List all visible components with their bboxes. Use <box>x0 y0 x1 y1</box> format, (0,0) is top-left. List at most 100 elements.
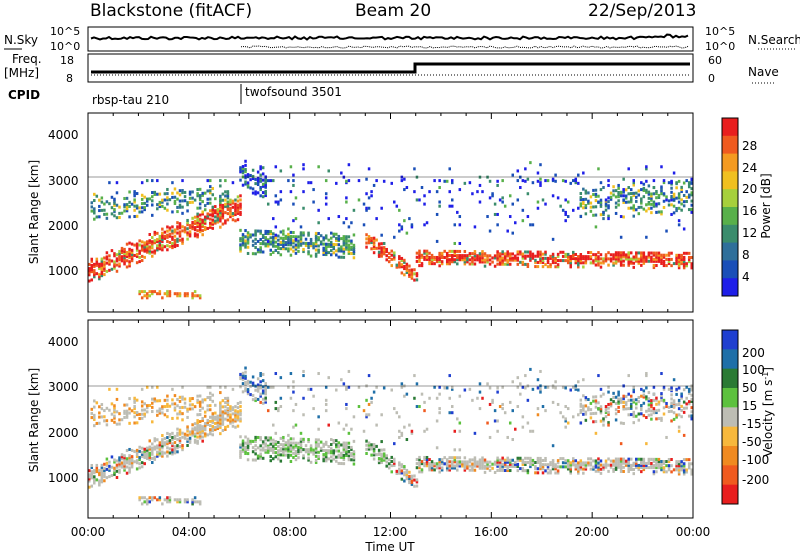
power-cell <box>229 202 232 206</box>
power-cell <box>377 246 381 250</box>
velocity-cell <box>246 445 250 449</box>
velocity-cell <box>609 398 613 402</box>
vel-cbar-swatch <box>722 330 738 350</box>
power-cell <box>269 232 272 236</box>
power-cell <box>645 179 648 183</box>
velocity-cell <box>209 424 212 428</box>
velocity-cell <box>624 459 628 463</box>
velocity-cell <box>181 397 184 401</box>
velocity-cell <box>176 398 179 402</box>
velocity-cell <box>521 425 525 429</box>
velocity-cell <box>632 400 635 404</box>
velocity-cell <box>599 467 603 471</box>
velocity-cell <box>531 458 535 462</box>
power-cell <box>181 199 184 203</box>
velocity-cell <box>637 457 641 461</box>
power-cell <box>166 290 169 294</box>
velocity-cell <box>619 459 623 463</box>
power-cell <box>113 201 116 205</box>
power-cell <box>448 204 451 208</box>
velocity-cell <box>488 402 492 406</box>
velocity-cell <box>337 453 341 457</box>
power-cell <box>322 246 325 250</box>
power-cell <box>647 207 651 211</box>
power-cell <box>418 251 421 255</box>
power-cell <box>140 248 144 252</box>
velocity-cell <box>521 458 525 462</box>
power-cell <box>236 195 240 199</box>
power-cell <box>234 202 237 206</box>
velocity-cell <box>473 462 477 466</box>
velocity-cell <box>584 396 588 400</box>
power-cell <box>400 179 404 183</box>
power-cell <box>181 205 184 209</box>
velocity-cell <box>350 454 353 458</box>
velocity-cell <box>130 457 134 461</box>
velocity-cell <box>589 463 593 467</box>
power-cell <box>123 252 126 256</box>
velocity-cell <box>173 447 177 451</box>
velocity-cell <box>398 469 401 473</box>
velocity-cell <box>582 461 585 465</box>
velocity-cell <box>166 498 169 502</box>
cpid-mode-2: twofsound 3501 <box>245 85 342 99</box>
velocity-cell <box>652 398 656 402</box>
velocity-cell <box>677 472 681 476</box>
velocity-cell <box>246 439 250 443</box>
velocity-cell <box>503 460 507 464</box>
velocity-cell <box>592 465 595 469</box>
velocity-cell <box>451 462 454 466</box>
power-cell <box>592 253 595 257</box>
power-cell <box>554 173 557 177</box>
power-cell <box>123 203 126 207</box>
velocity-cell <box>264 396 267 400</box>
velocity-cell <box>501 458 504 462</box>
velocity-cell <box>614 463 618 467</box>
power-cell <box>330 240 333 244</box>
power-cell <box>619 263 623 267</box>
velocity-cell <box>115 422 119 426</box>
power-cell <box>166 244 169 248</box>
velocity-cell <box>594 465 598 469</box>
velocity-cell <box>657 417 661 421</box>
power-cell <box>617 251 620 255</box>
velocity-cell <box>340 462 343 466</box>
velocity-cell <box>224 425 227 429</box>
velocity-cell <box>445 460 449 464</box>
velocity-cell <box>617 399 620 403</box>
velocity-cell <box>133 415 136 419</box>
velocity-cell <box>292 455 295 459</box>
freq-tick-bottom: 8 <box>66 72 73 85</box>
velocity-cell <box>327 445 330 449</box>
power-cell <box>556 196 560 200</box>
power-cell <box>612 261 615 265</box>
velocity-cell <box>511 464 514 468</box>
velocity-cell <box>385 456 388 460</box>
power-cell <box>410 272 414 276</box>
power-cell <box>614 211 618 215</box>
power-cell <box>279 230 283 234</box>
power-cell <box>491 260 494 264</box>
power-cell <box>193 228 197 232</box>
power-cell <box>481 254 484 258</box>
power-cell <box>345 241 348 245</box>
velocity-cell <box>682 470 686 474</box>
power-cell <box>183 294 187 298</box>
velocity-cell <box>324 385 328 389</box>
power-cell <box>622 251 625 255</box>
power-cell <box>239 247 242 251</box>
power-cell <box>272 179 275 183</box>
velocity-cell <box>554 380 557 384</box>
power-cell <box>219 201 222 205</box>
velocity-cell <box>599 407 603 411</box>
power-cell <box>151 292 154 296</box>
velocity-cell <box>168 498 172 502</box>
velocity-cell <box>516 469 520 473</box>
power-cell <box>128 256 131 260</box>
power-cell <box>577 257 580 261</box>
power-cell <box>526 215 530 219</box>
velocity-cell <box>352 439 356 443</box>
velocity-cell <box>272 444 275 448</box>
power-cell <box>153 290 157 294</box>
power-cell <box>158 234 162 238</box>
